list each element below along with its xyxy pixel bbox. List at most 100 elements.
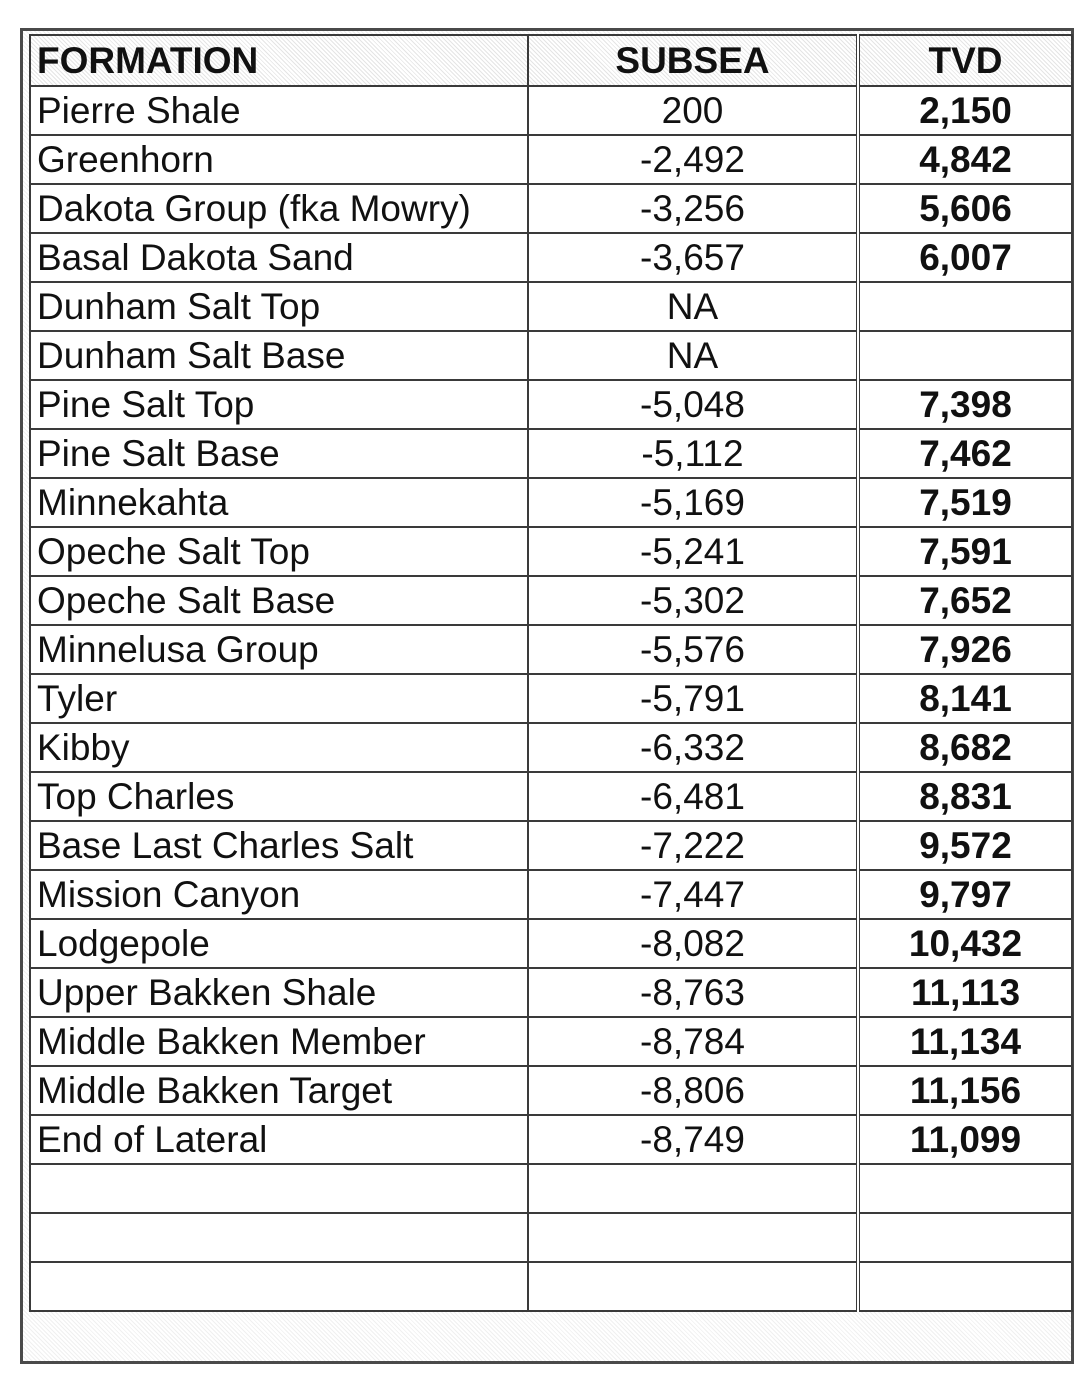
subsea-cell: -5,302 bbox=[527, 575, 859, 626]
subsea-cell: NA bbox=[527, 281, 859, 332]
tvd-cell: 8,682 bbox=[856, 722, 1073, 773]
table-row: Tyler -5,791 8,141 bbox=[29, 673, 1073, 724]
header-row: FORMATION SUBSEA TVD bbox=[29, 34, 1073, 87]
formation-cell: Pierre Shale bbox=[29, 85, 529, 136]
table-row: Opeche Salt Top -5,241 7,591 bbox=[29, 526, 1073, 577]
table-row: Minnelusa Group -5,576 7,926 bbox=[29, 624, 1073, 675]
formation-cell: Basal Dakota Sand bbox=[29, 232, 529, 283]
tvd-cell: 8,831 bbox=[856, 771, 1073, 822]
formation-tops-sheet: FORMATION SUBSEA TVD Pierre Shale 200 2,15… bbox=[20, 28, 1074, 1364]
subsea-cell: -5,791 bbox=[527, 673, 859, 724]
subsea-cell bbox=[527, 1212, 859, 1263]
subsea-cell: 200 bbox=[527, 85, 859, 136]
formation-cell bbox=[29, 1163, 529, 1214]
table-row: Pine Salt Base -5,112 7,462 bbox=[29, 428, 1073, 479]
table-row: Dakota Group (fka Mowry) -3,256 5,606 bbox=[29, 183, 1073, 234]
formation-cell: Pine Salt Top bbox=[29, 379, 529, 430]
subsea-cell: -6,481 bbox=[527, 771, 859, 822]
subsea-cell: -3,657 bbox=[527, 232, 859, 283]
formation-cell: Upper Bakken Shale bbox=[29, 967, 529, 1018]
tvd-cell bbox=[856, 330, 1073, 381]
formation-column-header: FORMATION bbox=[29, 34, 529, 87]
table-row: Pierre Shale 200 2,150 bbox=[29, 85, 1073, 136]
table-row: Middle Bakken Target -8,806 11,156 bbox=[29, 1065, 1073, 1116]
tvd-cell: 2,150 bbox=[856, 85, 1073, 136]
table-row bbox=[29, 1163, 1073, 1214]
formation-cell: Minnelusa Group bbox=[29, 624, 529, 675]
tvd-cell: 10,432 bbox=[856, 918, 1073, 969]
tvd-cell: 7,398 bbox=[856, 379, 1073, 430]
tvd-cell: 7,462 bbox=[856, 428, 1073, 479]
formation-cell: Lodgepole bbox=[29, 918, 529, 969]
subsea-cell bbox=[527, 1163, 859, 1214]
subsea-cell: -7,222 bbox=[527, 820, 859, 871]
table-row: Base Last Charles Salt -7,222 9,572 bbox=[29, 820, 1073, 871]
tvd-cell: 6,007 bbox=[856, 232, 1073, 283]
tvd-cell: 7,591 bbox=[856, 526, 1073, 577]
formation-cell: Kibby bbox=[29, 722, 529, 773]
tvd-cell: 4,842 bbox=[856, 134, 1073, 185]
formation-cell: Minnekahta bbox=[29, 477, 529, 528]
formation-cell: Dunham Salt Top bbox=[29, 281, 529, 332]
formation-cell bbox=[29, 1261, 529, 1312]
tvd-cell: 7,652 bbox=[856, 575, 1073, 626]
tvd-cell: 11,099 bbox=[856, 1114, 1073, 1165]
subsea-cell: -5,112 bbox=[527, 428, 859, 479]
table-row: Dunham Salt Base NA bbox=[29, 330, 1073, 381]
subsea-cell: -5,576 bbox=[527, 624, 859, 675]
formation-cell: Base Last Charles Salt bbox=[29, 820, 529, 871]
tvd-cell bbox=[856, 1261, 1073, 1312]
formation-cell: Pine Salt Base bbox=[29, 428, 529, 479]
table-row bbox=[29, 1261, 1073, 1312]
subsea-cell: -2,492 bbox=[527, 134, 859, 185]
subsea-column-header: SUBSEA bbox=[527, 34, 859, 87]
table-row: Kibby -6,332 8,682 bbox=[29, 722, 1073, 773]
formation-cell: Mission Canyon bbox=[29, 869, 529, 920]
subsea-cell: NA bbox=[527, 330, 859, 381]
formation-cell bbox=[29, 1212, 529, 1263]
formation-cell: Middle Bakken Target bbox=[29, 1065, 529, 1116]
subsea-cell: -8,784 bbox=[527, 1016, 859, 1067]
tvd-cell: 8,141 bbox=[856, 673, 1073, 724]
tvd-cell: 11,113 bbox=[856, 967, 1073, 1018]
formation-cell: Tyler bbox=[29, 673, 529, 724]
tvd-cell bbox=[856, 1212, 1073, 1263]
table-row: Minnekahta -5,169 7,519 bbox=[29, 477, 1073, 528]
table-row: Upper Bakken Shale -8,763 11,113 bbox=[29, 967, 1073, 1018]
subsea-cell: -6,332 bbox=[527, 722, 859, 773]
formation-tops-table: FORMATION SUBSEA TVD Pierre Shale 200 2,15… bbox=[29, 34, 1073, 1312]
tvd-cell: 9,797 bbox=[856, 869, 1073, 920]
subsea-cell: -5,241 bbox=[527, 526, 859, 577]
subsea-cell: -8,763 bbox=[527, 967, 859, 1018]
tvd-cell: 7,926 bbox=[856, 624, 1073, 675]
tvd-cell: 7,519 bbox=[856, 477, 1073, 528]
subsea-cell: -5,169 bbox=[527, 477, 859, 528]
tvd-cell: 11,134 bbox=[856, 1016, 1073, 1067]
subsea-cell bbox=[527, 1261, 859, 1312]
tvd-cell bbox=[856, 281, 1073, 332]
formation-cell: End of Lateral bbox=[29, 1114, 529, 1165]
tvd-cell bbox=[856, 1163, 1073, 1214]
formation-cell: Greenhorn bbox=[29, 134, 529, 185]
table-row: Mission Canyon -7,447 9,797 bbox=[29, 869, 1073, 920]
subsea-cell: -5,048 bbox=[527, 379, 859, 430]
tvd-column-header: TVD bbox=[856, 34, 1073, 87]
formation-cell: Top Charles bbox=[29, 771, 529, 822]
subsea-cell: -8,806 bbox=[527, 1065, 859, 1116]
table-row: Dunham Salt Top NA bbox=[29, 281, 1073, 332]
formation-cell: Dunham Salt Base bbox=[29, 330, 529, 381]
formation-cell: Dakota Group (fka Mowry) bbox=[29, 183, 529, 234]
table-row: Basal Dakota Sand -3,657 6,007 bbox=[29, 232, 1073, 283]
table-row: Greenhorn -2,492 4,842 bbox=[29, 134, 1073, 185]
table-row: Middle Bakken Member -8,784 11,134 bbox=[29, 1016, 1073, 1067]
formation-cell: Middle Bakken Member bbox=[29, 1016, 529, 1067]
formation-cell: Opeche Salt Top bbox=[29, 526, 529, 577]
tvd-cell: 11,156 bbox=[856, 1065, 1073, 1116]
table-row: Pine Salt Top -5,048 7,398 bbox=[29, 379, 1073, 430]
subsea-cell: -8,749 bbox=[527, 1114, 859, 1165]
table-row: Opeche Salt Base -5,302 7,652 bbox=[29, 575, 1073, 626]
subsea-cell: -7,447 bbox=[527, 869, 859, 920]
tvd-cell: 9,572 bbox=[856, 820, 1073, 871]
table-body: Pierre Shale 200 2,150 Greenhorn -2,492 4,842… bbox=[29, 85, 1073, 1312]
tvd-cell: 5,606 bbox=[856, 183, 1073, 234]
